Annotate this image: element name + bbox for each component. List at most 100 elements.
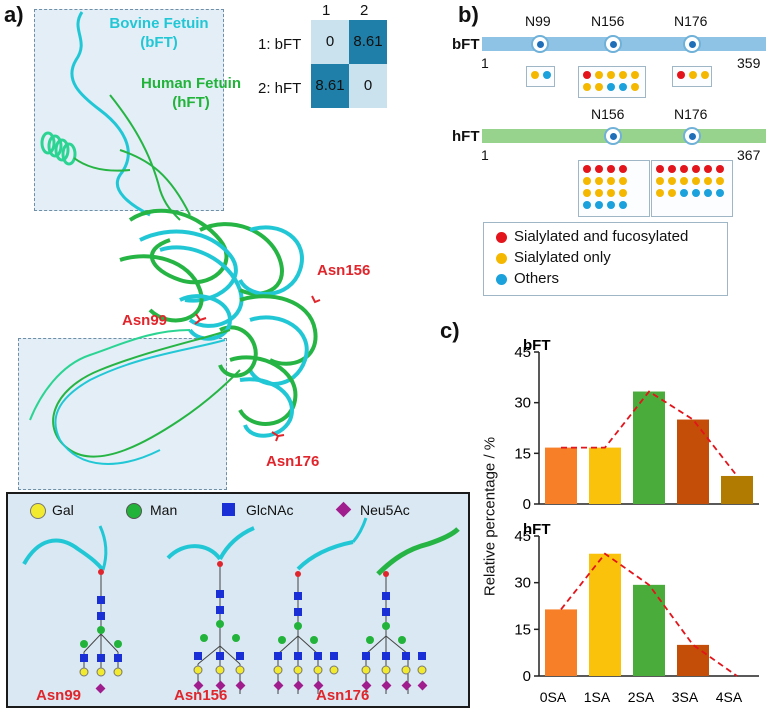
asn99-stick bbox=[194, 313, 207, 325]
glycan-symbols-asn99 bbox=[79, 596, 123, 694]
glycoform-dot bbox=[595, 71, 603, 79]
human-loop bbox=[119, 149, 191, 216]
x-tick-label: 0SA bbox=[540, 689, 567, 705]
y-tick-label: 30 bbox=[514, 575, 531, 592]
hft-name: hFT bbox=[452, 128, 480, 145]
glycoform-dot bbox=[583, 177, 591, 185]
hft-n156-glycoforms bbox=[578, 160, 650, 217]
bar-2sa bbox=[633, 584, 665, 676]
glycan-label-asn156: Asn156 bbox=[174, 687, 228, 704]
glycan-symbols-asn176b bbox=[361, 592, 428, 691]
bft-site-n156-label: N156 bbox=[591, 13, 625, 29]
y-tick-label: 0 bbox=[523, 496, 531, 513]
legend-label-others: Others bbox=[514, 270, 560, 287]
hft-start: 1 bbox=[481, 147, 489, 163]
glycoform-dot bbox=[668, 189, 676, 197]
matrix-row-1: 1: bFT bbox=[258, 36, 302, 53]
asn176-label: Asn176 bbox=[266, 453, 320, 470]
lower-loop-green bbox=[52, 329, 241, 458]
legend-dot-sialylated-fucosylated bbox=[496, 232, 507, 243]
bovine-tail-region bbox=[34, 9, 224, 211]
glycoform-dot bbox=[619, 201, 627, 209]
bar-0sa bbox=[545, 609, 577, 676]
legend-label-sialylated-fucosylated: Sialylated and fucosylated bbox=[514, 228, 689, 245]
bar-1sa bbox=[589, 447, 621, 504]
glycoform-dot bbox=[704, 165, 712, 173]
glycoform-dot bbox=[692, 177, 700, 185]
glycoform-dot bbox=[583, 83, 591, 91]
distance-matrix: 1 2 1: bFT 2: hFT 0 8.61 8.61 0 bbox=[254, 0, 387, 112]
glycoform-dot bbox=[607, 71, 615, 79]
glycoform-dot bbox=[595, 201, 603, 209]
glycan-link-marks bbox=[98, 561, 389, 577]
bft-end: 359 bbox=[737, 55, 761, 71]
bovine-tail bbox=[70, 11, 151, 217]
matrix-row-2: 2: hFT bbox=[258, 80, 302, 97]
glycoform-dot bbox=[692, 165, 700, 173]
glycoform-dot bbox=[619, 83, 627, 91]
hft-n176-glycoforms bbox=[651, 160, 733, 217]
glycan-panel: Gal Man GlcNAc Neu5Ac bbox=[6, 492, 470, 708]
glycan-structures bbox=[22, 517, 460, 694]
hft-site-n156-label: N156 bbox=[591, 106, 625, 122]
glycoform-legend: Sialylated and fucosylated Sialylated on… bbox=[483, 222, 728, 296]
asn156-label: Asn156 bbox=[317, 262, 371, 279]
bft-site-n176 bbox=[683, 35, 701, 53]
glcnac-symbol bbox=[222, 503, 235, 516]
glycoform-dot bbox=[543, 71, 551, 79]
glycoform-dot bbox=[668, 177, 676, 185]
bar-3sa bbox=[677, 419, 709, 504]
glycoform-dot bbox=[607, 189, 615, 197]
bft-site-n156 bbox=[604, 35, 622, 53]
glycoform-dot bbox=[704, 177, 712, 185]
bar-4sa bbox=[721, 475, 753, 504]
glycoform-dot bbox=[583, 165, 591, 173]
hft-end: 367 bbox=[737, 147, 761, 163]
glycan-tree-asn156 bbox=[197, 564, 241, 694]
y-tick-label: 45 bbox=[514, 344, 531, 361]
bft-n99-glycoforms bbox=[526, 66, 555, 87]
glycoform-dot bbox=[619, 165, 627, 173]
glycoform-dot bbox=[595, 83, 603, 91]
neu5ac-label: Neu5Ac bbox=[360, 502, 410, 518]
glycoform-dot bbox=[595, 165, 603, 173]
bar-0sa bbox=[545, 447, 577, 504]
glycoform-dot bbox=[656, 177, 664, 185]
gal-symbol bbox=[30, 503, 46, 519]
glycoform-dot bbox=[619, 189, 627, 197]
glycoform-dot bbox=[680, 189, 688, 197]
glycoform-dot bbox=[607, 201, 615, 209]
hft-site-n176-label: N176 bbox=[674, 106, 708, 122]
glycan-label-asn99: Asn99 bbox=[36, 687, 82, 704]
lower-loop-cyan bbox=[54, 339, 226, 465]
bft-start: 1 bbox=[481, 55, 489, 71]
matrix-cell-2-2: 0 bbox=[349, 64, 387, 108]
hft-sequence-bar bbox=[482, 129, 766, 143]
bar-2sa bbox=[633, 391, 665, 504]
glycoform-dot bbox=[656, 189, 664, 197]
y-tick-label: 15 bbox=[514, 445, 531, 462]
glycoform-dot bbox=[607, 177, 615, 185]
glycoform-dot bbox=[607, 83, 615, 91]
bft-site-n99 bbox=[531, 35, 549, 53]
bar-1sa bbox=[589, 553, 621, 676]
man-label: Man bbox=[150, 502, 178, 518]
glycoform-dot bbox=[701, 71, 709, 79]
helix bbox=[40, 131, 77, 166]
panel-a-label: a) bbox=[4, 2, 24, 27]
glycoform-dot bbox=[619, 177, 627, 185]
hft-site-n156 bbox=[604, 127, 622, 145]
protein-core bbox=[119, 208, 318, 438]
bft-n176-glycoforms bbox=[672, 66, 712, 87]
glycan-label-asn176: Asn176 bbox=[316, 687, 370, 704]
asn156-stick bbox=[311, 295, 321, 304]
human-loop-region bbox=[18, 338, 227, 490]
matrix-cell-1-1: 0 bbox=[311, 20, 349, 64]
glycoform-dot bbox=[531, 71, 539, 79]
x-tick-label: 4SA bbox=[716, 689, 743, 705]
legend-dot-others bbox=[496, 274, 507, 285]
glycoform-dot bbox=[668, 165, 676, 173]
glycoform-dot bbox=[704, 189, 712, 197]
glycoform-dot bbox=[716, 165, 724, 173]
glycan-symbols-asn176a bbox=[273, 592, 339, 691]
